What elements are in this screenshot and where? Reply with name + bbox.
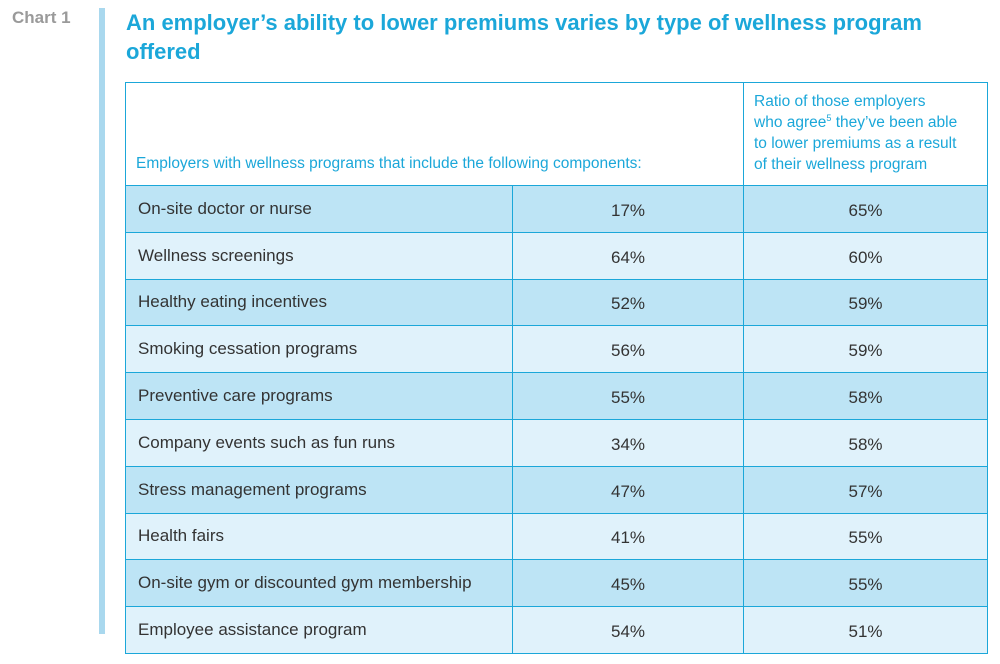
ratio-cell: 55%: [743, 512, 988, 561]
ratio-cell: 55%: [743, 559, 988, 608]
share-cell: 47%: [512, 465, 744, 514]
share-cell: 56%: [512, 325, 744, 374]
component-cell: Employee assistance program: [125, 606, 513, 654]
component-cell: Healthy eating incentives: [125, 278, 513, 327]
ratio-header-line-1: Ratio of those employers: [754, 93, 926, 110]
table-row: On-site gym or discounted gym membership…: [125, 559, 988, 608]
component-cell: Wellness screenings: [125, 231, 513, 280]
table-row: Smoking cessation programs 56% 59%: [125, 325, 988, 374]
ratio-cell: 65%: [743, 185, 988, 233]
table-row: Health fairs 41% 55%: [125, 512, 988, 561]
ratio-header-line-4: of their wellness program: [754, 156, 928, 173]
component-cell: On-site gym or discounted gym membership: [125, 559, 513, 608]
component-cell: Stress management programs: [125, 465, 513, 514]
ratio-column-header: Ratio of those employers who agree5 they…: [743, 82, 988, 186]
ratio-cell: 58%: [743, 418, 988, 467]
ratio-cell: 60%: [743, 231, 988, 280]
component-cell: Preventive care programs: [125, 372, 513, 420]
ratio-header-line-2b: they’ve been able: [831, 114, 958, 131]
ratio-cell: 58%: [743, 372, 988, 420]
ratio-cell: 59%: [743, 278, 988, 327]
table-header-row: Employers with wellness programs that in…: [125, 82, 988, 186]
chart-title: An employer’s ability to lower premiums …: [126, 10, 922, 64]
share-cell: 64%: [512, 231, 744, 280]
component-cell: Health fairs: [125, 512, 513, 561]
component-column-header: Employers with wellness programs that in…: [125, 82, 744, 186]
share-cell: 17%: [512, 185, 744, 233]
component-cell: Smoking cessation programs: [125, 325, 513, 374]
table-row: Employee assistance program 54% 51%: [125, 606, 988, 654]
ratio-cell: 57%: [743, 465, 988, 514]
side-accent-bar: [99, 8, 105, 634]
table-row: Stress management programs 47% 57%: [125, 465, 988, 514]
wellness-table: Employers with wellness programs that in…: [125, 82, 988, 654]
ratio-header-line-2: who agree: [754, 114, 827, 131]
ratio-cell: 51%: [743, 606, 988, 654]
table-row: Company events such as fun runs 34% 58%: [125, 418, 988, 467]
footnote-marker: 5: [826, 112, 832, 123]
component-cell: Company events such as fun runs: [125, 418, 513, 467]
share-cell: 45%: [512, 559, 744, 608]
share-cell: 54%: [512, 606, 744, 654]
table-row: Healthy eating incentives 52% 59%: [125, 278, 988, 327]
table-row: Wellness screenings 64% 60%: [125, 231, 988, 280]
component-cell: On-site doctor or nurse: [125, 185, 513, 233]
table-row: Preventive care programs 55% 58%: [125, 372, 988, 420]
share-cell: 41%: [512, 512, 744, 561]
chart-label: Chart 1: [12, 8, 71, 27]
share-cell: 34%: [512, 418, 744, 467]
table-row: On-site doctor or nurse 17% 65%: [125, 185, 988, 233]
ratio-cell: 59%: [743, 325, 988, 374]
share-cell: 52%: [512, 278, 744, 327]
ratio-header-line-3: to lower premiums as a result: [754, 135, 957, 152]
share-cell: 55%: [512, 372, 744, 420]
